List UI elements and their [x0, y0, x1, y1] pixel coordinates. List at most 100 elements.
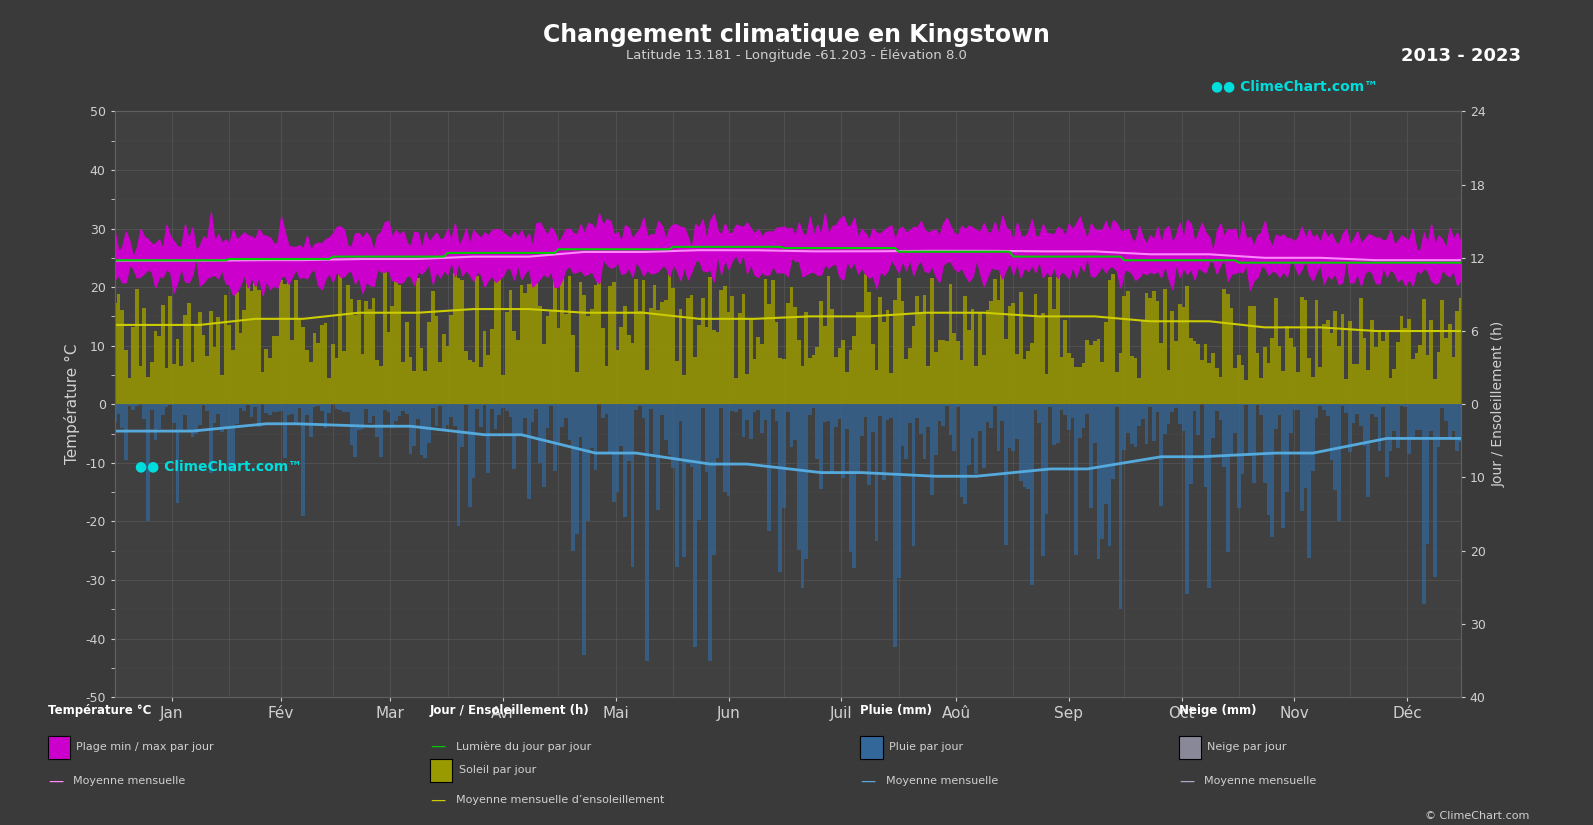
Bar	[497, 404, 502, 415]
Bar	[1078, 404, 1082, 437]
Bar	[150, 404, 153, 410]
Bar	[871, 404, 875, 431]
Bar	[342, 404, 346, 412]
Y-axis label: Jour / Ensoleillement (h): Jour / Ensoleillement (h)	[1491, 321, 1505, 488]
Bar	[1067, 404, 1070, 430]
Bar	[671, 404, 675, 468]
Text: Plage min / max par jour: Plage min / max par jour	[76, 742, 213, 752]
Bar	[1258, 379, 1263, 404]
Bar	[852, 404, 855, 568]
Bar	[213, 404, 217, 422]
Bar	[1266, 404, 1270, 515]
Bar	[1378, 331, 1381, 404]
Bar	[964, 296, 967, 404]
Bar	[1082, 404, 1085, 428]
Bar	[1204, 404, 1207, 488]
Bar	[1429, 404, 1434, 431]
Bar	[1426, 404, 1429, 544]
Bar	[830, 309, 835, 404]
Bar	[124, 404, 127, 460]
Bar	[835, 356, 838, 404]
Bar	[519, 404, 524, 435]
Bar	[272, 337, 276, 404]
Bar	[1319, 366, 1322, 404]
Bar	[113, 404, 116, 422]
Bar	[491, 328, 494, 404]
Bar	[1093, 341, 1096, 404]
Bar	[494, 404, 497, 429]
Bar	[1134, 358, 1137, 404]
Bar	[916, 296, 919, 404]
Bar	[1160, 343, 1163, 404]
Bar	[1352, 404, 1356, 422]
Bar	[878, 404, 883, 417]
Bar	[405, 322, 409, 404]
Bar	[1129, 356, 1134, 404]
Bar	[1152, 404, 1155, 441]
Bar	[1023, 404, 1026, 487]
Bar	[970, 404, 975, 438]
Bar	[779, 358, 782, 404]
Text: Neige (mm): Neige (mm)	[1179, 704, 1257, 717]
Bar	[135, 290, 139, 404]
Bar	[180, 404, 183, 431]
Bar	[1418, 345, 1423, 404]
Bar	[967, 404, 970, 464]
Bar	[309, 404, 312, 436]
Bar	[1059, 356, 1063, 404]
Bar	[945, 342, 948, 404]
Bar	[1107, 404, 1112, 546]
Bar	[978, 404, 981, 431]
Bar	[1045, 375, 1048, 404]
Bar	[838, 348, 841, 404]
Bar	[738, 404, 741, 409]
Bar	[513, 404, 516, 469]
Bar	[637, 404, 642, 406]
Bar	[131, 404, 135, 410]
Bar	[693, 404, 698, 647]
Bar	[1451, 404, 1456, 431]
Bar	[542, 404, 545, 488]
Bar	[812, 355, 816, 404]
Bar	[320, 404, 323, 411]
Bar	[597, 278, 601, 404]
Bar	[564, 314, 567, 404]
Bar	[1211, 353, 1215, 404]
Bar	[616, 350, 620, 404]
Bar	[938, 404, 941, 421]
Bar	[1270, 404, 1274, 537]
Bar	[276, 404, 279, 412]
Bar	[975, 404, 978, 474]
Bar	[223, 295, 228, 404]
Bar	[900, 404, 905, 446]
Bar	[1356, 404, 1359, 413]
Bar	[930, 278, 933, 404]
Bar	[1348, 321, 1352, 404]
Bar	[594, 285, 597, 404]
Bar	[749, 404, 752, 439]
Bar	[131, 327, 135, 404]
Bar	[653, 404, 656, 456]
Bar	[147, 376, 150, 404]
Bar	[142, 309, 147, 404]
Bar	[1074, 404, 1078, 555]
Bar	[479, 404, 483, 427]
Bar	[169, 295, 172, 404]
Bar	[312, 332, 317, 404]
Bar	[502, 404, 505, 408]
Bar	[941, 341, 945, 404]
Bar	[1411, 359, 1415, 404]
Bar	[1056, 276, 1059, 404]
Bar	[1023, 359, 1026, 404]
Bar	[855, 404, 860, 472]
Bar	[371, 298, 376, 404]
Bar	[1051, 309, 1056, 404]
Bar	[682, 404, 687, 558]
Bar	[771, 404, 774, 409]
Bar	[790, 287, 793, 404]
Bar	[948, 404, 953, 435]
Bar	[819, 300, 824, 404]
Bar	[1278, 346, 1281, 404]
Bar	[609, 404, 612, 455]
Bar	[1303, 299, 1308, 404]
